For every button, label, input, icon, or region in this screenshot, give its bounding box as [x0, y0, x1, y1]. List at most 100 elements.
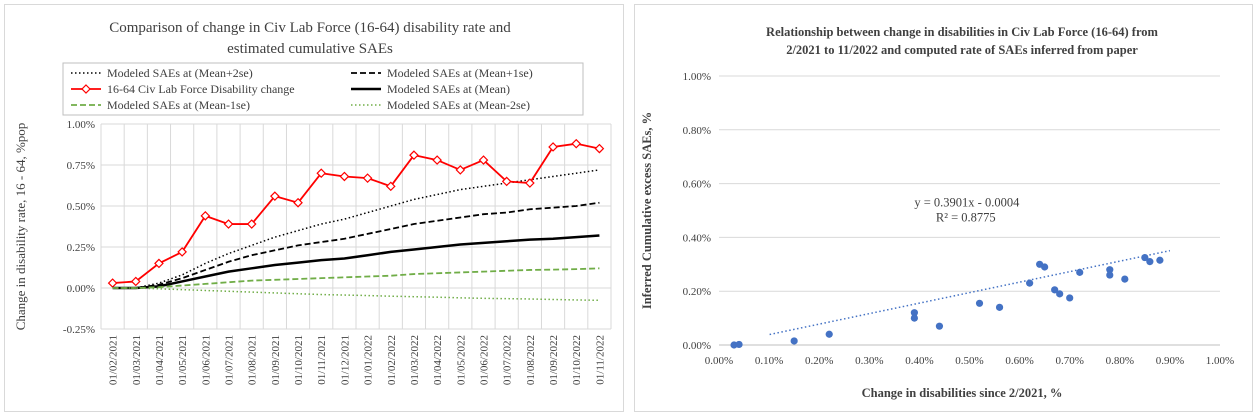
scatter-point: [1141, 253, 1149, 262]
trendline: [769, 249, 1171, 336]
trendline-r2: R² = 0.8775: [936, 210, 996, 224]
scatter-point: [1041, 263, 1049, 271]
data-point-marker: [270, 191, 280, 202]
x-tick-label: 01/03/2022: [409, 335, 421, 385]
x-tick-label: 01/05/2022: [455, 335, 467, 385]
data-point-marker: [432, 155, 442, 165]
legend-marker: [81, 84, 91, 94]
x-tick-label: 01/07/2022: [502, 335, 514, 385]
y-tick-label: 1.00%: [683, 71, 711, 83]
x-tick-label: 01/11/2021: [316, 335, 328, 385]
data-point-marker: [246, 219, 257, 229]
scatter-point: [910, 309, 918, 317]
scatter-point: [825, 330, 833, 338]
x-tick-label: 01/02/2021: [108, 335, 120, 385]
data-point-marker: [594, 143, 605, 154]
y-tick-label: 0.40%: [683, 232, 711, 244]
y-tick-label: 1.00%: [67, 119, 95, 131]
data-point-marker: [154, 258, 164, 269]
x-tick-label: 01/01/2022: [363, 335, 375, 385]
scatter-point: [1146, 258, 1154, 266]
y-axis-label: Inferred Cumulative excess SAEs, %: [640, 112, 654, 309]
scatter-point: [1051, 286, 1059, 294]
y-tick-label: 0.00%: [683, 340, 711, 352]
line-chart: Comparison of change in Civ Lab Force (1…: [13, 20, 612, 385]
scatter-point: [995, 303, 1004, 311]
data-point-marker: [223, 219, 234, 229]
chart-title-line: Comparison of change in Civ Lab Force (1…: [109, 20, 511, 36]
x-tick-label: 0.70%: [1055, 355, 1083, 367]
scatter-point: [1156, 256, 1164, 264]
x-tick-label: 0.60%: [1005, 355, 1033, 367]
x-tick-label: 01/07/2021: [224, 335, 236, 385]
trendline-equation: y = 0.3901x - 0.0004: [914, 195, 1020, 209]
scatter-chart-panel: Relationship between change in disabilit…: [634, 4, 1253, 412]
x-tick-label: 01/10/2021: [293, 335, 305, 385]
data-point-marker: [339, 171, 350, 182]
legend-label: Modeled SAEs at (Mean-2se): [387, 98, 530, 112]
legend-box: [62, 62, 584, 116]
scatter-point: [1121, 275, 1129, 283]
x-tick-label: 01/04/2021: [154, 335, 166, 385]
scatter-point: [1106, 271, 1114, 279]
x-tick-label: 01/10/2022: [571, 335, 583, 385]
data-point-marker: [362, 173, 373, 183]
x-tick-label: 0.30%: [855, 355, 883, 367]
x-tick-label: 0.90%: [1156, 355, 1184, 367]
legend-label: Modeled SAEs at (Mean+2se): [107, 66, 253, 80]
legend-label: Modeled SAEs at (Mean-1se): [107, 98, 250, 112]
scatter-point: [910, 314, 918, 322]
scatter-point: [935, 322, 944, 330]
x-tick-label: 01/08/2021: [247, 335, 259, 385]
y-tick-label: 0.50%: [67, 201, 95, 213]
x-tick-label: 0.40%: [905, 355, 933, 367]
data-point-marker: [501, 176, 512, 187]
data-point-marker: [177, 247, 187, 257]
line-chart-panel: Comparison of change in Civ Lab Force (1…: [4, 4, 624, 412]
series-line: [112, 287, 600, 302]
x-tick-label: 01/12/2021: [339, 335, 351, 385]
series-line: [112, 201, 600, 289]
y-tick-label: 0.25%: [67, 242, 95, 254]
data-point-marker: [455, 165, 466, 175]
x-tick-label: 01/09/2021: [270, 335, 282, 385]
data-point-marker: [548, 142, 558, 152]
x-tick-label: 01/06/2021: [200, 335, 212, 385]
x-tick-label: 01/06/2022: [479, 335, 491, 385]
x-tick-label: 0.80%: [1106, 355, 1134, 367]
data-point-marker: [130, 276, 141, 287]
data-point-marker: [525, 178, 535, 188]
legend-label: 16-64 Civ Lab Force Disability change: [107, 82, 295, 96]
scatter-point: [1066, 294, 1074, 302]
x-tick-label: 01/08/2022: [525, 335, 537, 385]
legend-label: Modeled SAEs at (Mean+1se): [387, 66, 533, 80]
y-tick-label: 0.20%: [683, 286, 711, 298]
x-tick-label: 1.00%: [1206, 355, 1234, 367]
x-tick-label: 0.20%: [805, 355, 833, 367]
x-tick-label: 01/05/2021: [177, 335, 189, 385]
data-point-marker: [107, 278, 118, 288]
series-line: [112, 267, 600, 289]
scatter-point: [790, 337, 798, 345]
y-tick-label: 0.75%: [67, 160, 95, 172]
data-point-marker: [478, 155, 489, 165]
chart-title-line: 2/2021 to 11/2022 and computed rate of S…: [786, 43, 1138, 57]
y-tick-label: -0.25%: [63, 324, 95, 336]
scatter-chart: Relationship between change in disabilit…: [640, 25, 1234, 400]
legend-label: Modeled SAEs at (Mean): [387, 82, 510, 96]
data-point-marker: [571, 138, 582, 149]
chart-title-line: estimated cumulative SAEs: [227, 41, 393, 57]
y-tick-label: 0.00%: [67, 283, 95, 295]
scatter-point: [1106, 266, 1114, 274]
x-tick-label: 01/02/2022: [386, 335, 398, 385]
chart-title-line: Relationship between change in disabilit…: [766, 25, 1158, 39]
x-tick-label: 01/09/2022: [548, 335, 560, 385]
data-point-marker: [316, 168, 327, 179]
y-tick-label: 0.80%: [683, 125, 711, 137]
series-line: [112, 234, 600, 290]
data-point-marker: [385, 181, 396, 192]
series-line: [112, 142, 600, 284]
x-tick-label: 01/03/2021: [131, 335, 143, 385]
x-tick-label: 01/11/2022: [594, 335, 606, 385]
y-axis-label: Change in disability rate, 16 - 64, %pop: [13, 123, 28, 331]
